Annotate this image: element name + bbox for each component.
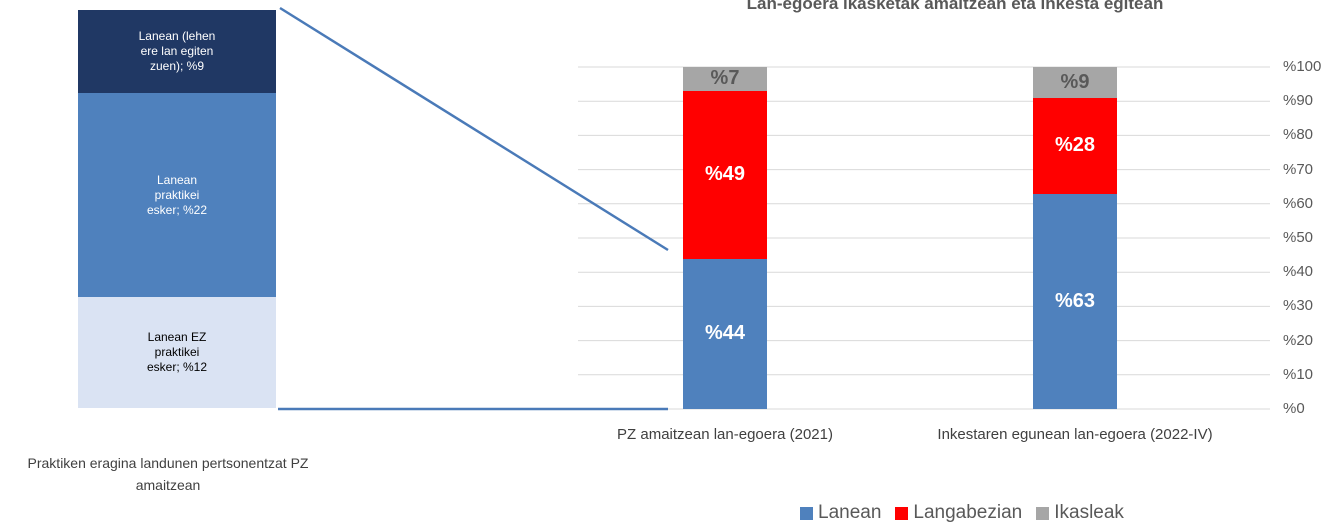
data-label: %63 (1054, 289, 1096, 312)
y-tick-label: %40 (1283, 263, 1314, 281)
legend-swatch (800, 506, 813, 520)
bar-segment (78, 93, 276, 297)
y-tick-label: %60 (1283, 194, 1314, 212)
data-label: %7 (710, 67, 740, 90)
y-tick-label: %20 (1283, 331, 1314, 349)
legend-label: Lanean (818, 502, 882, 523)
y-tick-label: %70 (1283, 160, 1314, 178)
y-tick-label: %50 (1283, 229, 1314, 246)
bar-segment (683, 258, 767, 409)
legend-item: Lanean (800, 502, 881, 524)
bar-segment (1033, 97, 1117, 194)
y-tick-label: %80 (1283, 126, 1314, 144)
x-tick-label: Praktiken eragina landunen pertsonentzat… (27, 455, 309, 493)
y-tick-label: %0 (1283, 400, 1305, 417)
legend-label: Ikasleak (1054, 502, 1124, 523)
bar-segment (683, 90, 767, 259)
data-label: %28 (1054, 134, 1096, 157)
legend-item: Ikasleak (1036, 502, 1124, 524)
data-label: %44 (704, 322, 746, 345)
connector-line (279, 6, 669, 252)
legend-swatch (895, 506, 909, 520)
legend: Lanean Langabezian Ikasleak (800, 502, 1124, 524)
y-tick-label: %10 (1283, 365, 1314, 383)
bar-segment (1033, 67, 1117, 98)
y-tick-label: %30 (1283, 297, 1314, 315)
data-label: %49 (704, 163, 746, 186)
y-tick-label: %100 (1283, 58, 1322, 75)
legend-swatch (1036, 506, 1050, 520)
data-label: %9 (1060, 70, 1090, 93)
legend-item: Langabezian (895, 502, 1022, 524)
y-tick-label: %90 (1283, 92, 1314, 110)
x-tick-label: PZ amaitzean lan-egoera (2021) (617, 426, 833, 443)
chart-title: Lan-egoera ikasketak amaitzean eta inkes… (746, 0, 1164, 13)
data-label: Lanean EZ praktikei esker; %12 (146, 329, 208, 374)
legend-label: Langabezian (913, 502, 1023, 523)
bar-segment (1033, 193, 1117, 409)
x-tick-label: Inkestaren egunean lan-egoera (2022-IV) (937, 426, 1213, 443)
data-label: Lanean praktikei esker; %22 (146, 172, 208, 217)
bar-segment (683, 67, 767, 91)
data-label: Lanean (lehen ere lan egiten zuen); %9 (138, 29, 216, 74)
bar-segment (78, 296, 276, 408)
bar-segment (78, 10, 276, 94)
